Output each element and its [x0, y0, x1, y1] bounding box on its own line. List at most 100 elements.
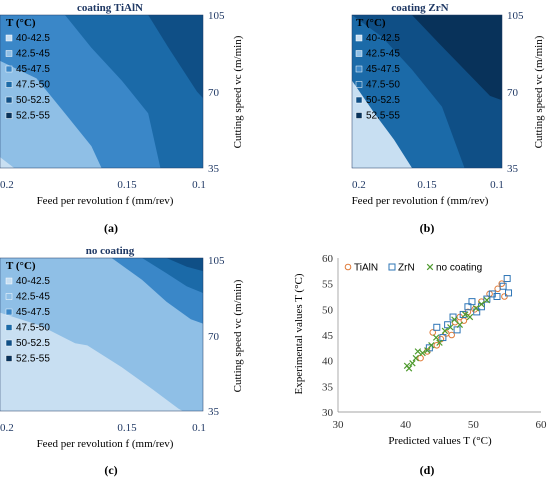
contour-panel-c: no coating T (°C) 40-42.5 42.5-45 45-47.5 4…: [0, 245, 244, 477]
legend-swatch: [5, 112, 13, 119]
legend: TiAlN ZrN no coating: [344, 263, 482, 274]
legend: T (°C) 40-42.5 42.5-45 45-47.5 47.5-50 50-52…: [355, 17, 400, 122]
data-point: [499, 282, 507, 290]
data-point: [501, 293, 508, 300]
legend-title: T (°C): [6, 17, 36, 29]
legend-label: 40-42.5: [366, 33, 400, 44]
x-axis-title: Feed per revolution f (mm/rev): [352, 195, 489, 207]
plot-frame: [0, 14, 204, 169]
data-point: [448, 331, 455, 339]
legend-label: 40-42.5: [16, 276, 50, 287]
y-tick-label: 70: [208, 87, 220, 99]
data-point: [419, 349, 426, 357]
y-tick-label: 55: [322, 279, 334, 291]
x-tick-label: 0.15: [117, 179, 137, 191]
data-point: [466, 313, 474, 321]
legend-label: 52.5-55: [16, 111, 50, 122]
x-axis-title: Feed per revolution f (mm/rev): [37, 438, 174, 450]
legend-swatch: [5, 65, 13, 73]
legend-label: 50-52.5: [16, 95, 50, 106]
data-point: [444, 321, 452, 329]
legend-label: 47.5-50: [16, 80, 50, 91]
contour-panel-b: coating ZrN T (°C) 40-42.5 42.5-45 45-47.5…: [352, 2, 545, 235]
x-tick-label: 0.1: [490, 179, 504, 191]
data-point: [429, 329, 437, 336]
x-tick-label: 0.2: [0, 422, 14, 434]
legend-swatch: [355, 112, 363, 119]
x-tick-label: 0.2: [352, 179, 366, 191]
legend-label: no coating: [436, 263, 482, 274]
x-tick-label: 0.15: [117, 422, 137, 434]
x-tick-label: 30: [333, 419, 345, 431]
y-axis-title: Cutting speed vc (m/min): [232, 35, 244, 148]
legend-swatch: [5, 34, 13, 42]
contour-region: [166, 258, 203, 272]
legend-label: 45-47.5: [366, 64, 400, 75]
data-point: [472, 305, 480, 312]
scatter-panel-d: 30 40 50 60 30 35 40 45 50 55 60 TiAlN ZrN no coati…: [293, 253, 547, 477]
data-point: [428, 342, 435, 349]
legend-swatch: [5, 81, 13, 88]
data-point: [451, 316, 458, 323]
legend-label: 42.5-45: [366, 49, 400, 60]
data-point: [432, 334, 440, 341]
contour-region: [412, 15, 502, 101]
legend-label: 45-47.5: [16, 307, 50, 318]
y-axis-title: Cutting speed vc (m/min): [533, 35, 545, 148]
data-point: [436, 339, 443, 346]
legend-swatch: [355, 50, 363, 57]
data-point: [464, 303, 472, 311]
data-point: [424, 348, 431, 355]
data-point: [405, 365, 413, 372]
legend-swatch: [355, 96, 363, 104]
legend-marker: [426, 263, 434, 271]
data-point: [483, 295, 491, 303]
legend-label: 47.5-50: [366, 80, 400, 91]
data-point: [503, 275, 511, 283]
data-point: [425, 344, 433, 352]
legend-marker: [344, 263, 352, 271]
y-tick-label: 50: [322, 304, 334, 316]
panel-label: (b): [420, 221, 435, 235]
data-point: [424, 347, 431, 354]
contour-region: [0, 258, 203, 411]
data-point: [449, 313, 457, 321]
legend-swatch: [5, 277, 13, 285]
legend-label: 40-42.5: [16, 33, 50, 44]
legend-marker: [388, 263, 396, 271]
contour-panel-a: coating TiAlN T (°C) 40-42.5 42.5-45 45-47…: [0, 2, 244, 235]
panel-label: (d): [420, 463, 435, 477]
data-point: [478, 300, 485, 308]
x-axis-title: Feed per revolution f (mm/rev): [37, 195, 174, 207]
data-point: [459, 310, 467, 318]
contour-region: [65, 15, 203, 168]
y-tick-label: 45: [322, 330, 334, 342]
data-point: [456, 321, 464, 328]
plot-frame: [0, 257, 204, 412]
panel-label: (c): [104, 463, 117, 477]
legend-swatch: [5, 324, 13, 331]
legend-swatch: [5, 96, 13, 104]
y-tick-label: 60: [322, 253, 334, 265]
y-tick-label: 35: [208, 163, 220, 175]
x-tick-label: 0.1: [192, 422, 206, 434]
legend-swatch: [355, 81, 363, 88]
legend-swatch: [5, 308, 13, 316]
x-tick-label: 50: [468, 419, 480, 431]
y-tick-label: 30: [322, 407, 334, 419]
data-point: [461, 311, 469, 318]
legend-label: 42.5-45: [16, 292, 50, 303]
legend-swatch: [355, 34, 363, 42]
chart-title: coating TiAlN: [77, 2, 143, 14]
legend-label: 50-52.5: [16, 338, 50, 349]
legend-swatch: [355, 65, 363, 73]
legend-swatch: [5, 339, 13, 347]
data-point: [453, 326, 461, 334]
data-point: [468, 298, 476, 306]
legend-label: 50-52.5: [366, 95, 400, 106]
legend-title: T (°C): [6, 260, 36, 272]
plot-frame: [351, 14, 503, 169]
legend-label: TiAlN: [354, 263, 378, 274]
x-axis-title: Predicted values T (°C): [388, 435, 492, 447]
